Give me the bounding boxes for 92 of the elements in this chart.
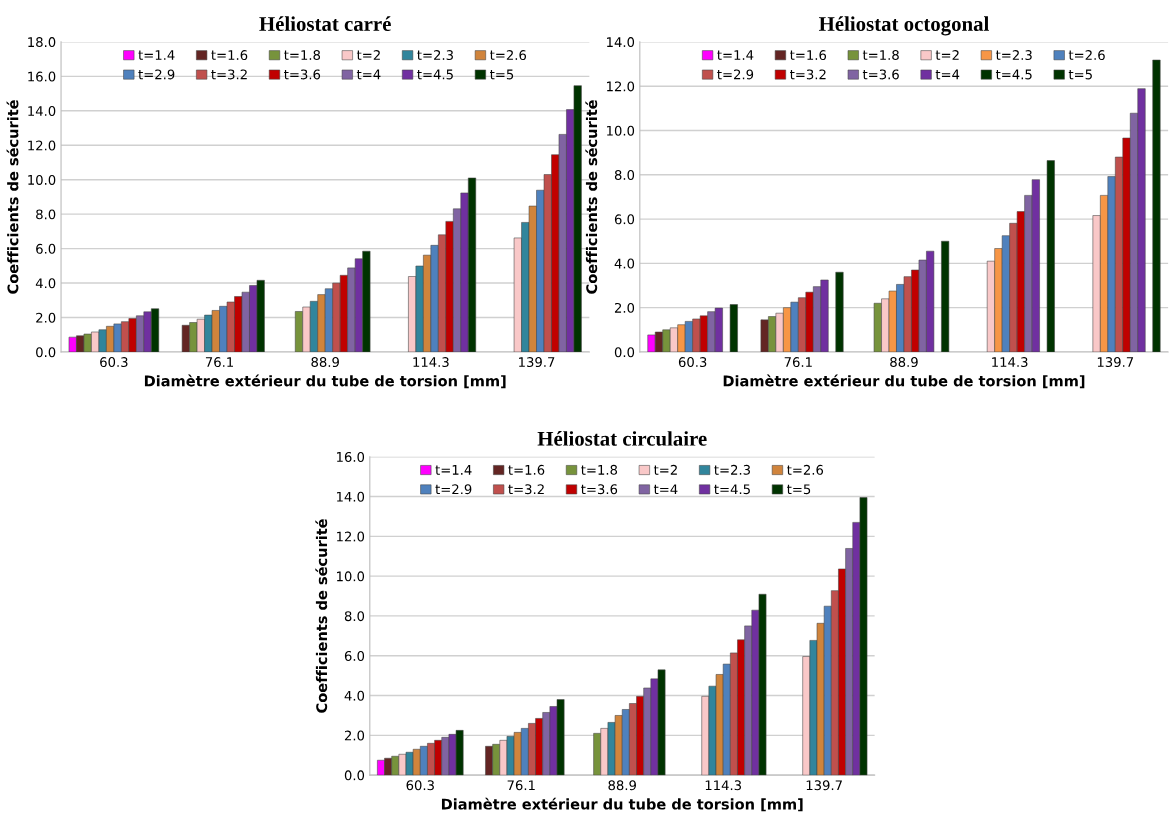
legend-label: t=1.8 bbox=[862, 50, 899, 61]
legend-label: t=4.5 bbox=[417, 69, 453, 80]
chart-title: Héliostat octogonal bbox=[818, 16, 989, 36]
legend-label: t=2.3 bbox=[714, 464, 750, 475]
y-tick-label: 10.0 bbox=[607, 125, 635, 136]
legend-label: t=3.2 bbox=[211, 69, 247, 80]
bar bbox=[729, 304, 738, 352]
x-tick-label: 88.9 bbox=[608, 780, 636, 791]
legend-label: t=2.3 bbox=[995, 50, 1032, 61]
y-tick-label: 18.0 bbox=[28, 37, 56, 48]
legend-label: t=2.6 bbox=[490, 50, 527, 61]
bar bbox=[941, 240, 950, 352]
y-tick-label: 8.0 bbox=[36, 209, 56, 220]
bar bbox=[835, 271, 844, 352]
x-axis-title: Diamètre extérieur du tube de torsion [mm] bbox=[441, 797, 803, 812]
legend-label: t=4 bbox=[356, 69, 381, 80]
legend-label: t=1.8 bbox=[581, 464, 618, 475]
y-tick-label: 10.0 bbox=[337, 571, 365, 582]
y-tick-label: 16.0 bbox=[337, 451, 365, 462]
bar bbox=[1046, 160, 1055, 352]
legend-label: t=1.4 bbox=[138, 50, 175, 60]
legend-label: t=5 bbox=[1068, 69, 1092, 80]
legend-label: t=3.6 bbox=[581, 484, 618, 495]
legend-label: t=2.3 bbox=[417, 50, 453, 61]
y-tick-label: 14.0 bbox=[28, 106, 56, 116]
x-tick-label: 88.9 bbox=[311, 357, 339, 368]
y-axis-title: Coefficients de sécurité bbox=[585, 100, 598, 294]
legend-label: t=4 bbox=[935, 69, 960, 80]
x-tick-label: 114.3 bbox=[992, 357, 1028, 368]
x-tick-label: 60.3 bbox=[678, 357, 707, 368]
legend-label: t=2 bbox=[653, 464, 677, 475]
legend-label: t=1.8 bbox=[284, 50, 321, 61]
y-tick-label: 16.0 bbox=[28, 71, 56, 82]
legend-label: t=5 bbox=[490, 69, 514, 80]
y-tick-label: 12.0 bbox=[28, 140, 56, 151]
legend-label: t=3.6 bbox=[862, 69, 899, 80]
x-tick-label: 139.7 bbox=[1097, 357, 1134, 368]
legend-label: t=2.9 bbox=[138, 69, 175, 80]
legend-label: t=2 bbox=[356, 50, 380, 60]
y-tick-label: 0.0 bbox=[36, 347, 56, 358]
legend-label: t=1.4 bbox=[717, 50, 754, 60]
y-axis-title: Coefficients de sécurité bbox=[6, 100, 19, 294]
legend-label: t=4.5 bbox=[714, 484, 750, 495]
chart-title: Héliostat carré bbox=[259, 16, 391, 31]
legend-label: t=2.9 bbox=[717, 69, 754, 80]
x-tick-label: 88.9 bbox=[890, 357, 918, 368]
legend-label: t=4 bbox=[653, 484, 678, 495]
x-axis-title: Diamètre extérieur du tube de torsion [mm] bbox=[144, 374, 506, 389]
x-tick-label: 114.3 bbox=[413, 357, 449, 368]
y-tick-label: 0.0 bbox=[614, 347, 635, 358]
y-tick-label: 8.0 bbox=[344, 611, 365, 622]
legend-label: t=4.5 bbox=[995, 69, 1032, 80]
x-tick-label: 76.1 bbox=[784, 357, 812, 368]
legend-label: t=2.6 bbox=[1068, 50, 1105, 61]
x-tick-label: 60.3 bbox=[100, 357, 128, 368]
x-tick-label: 114.3 bbox=[705, 780, 742, 791]
x-tick-label: 60.3 bbox=[406, 780, 434, 791]
legend-label: t=5 bbox=[787, 484, 811, 495]
y-tick-label: 6.0 bbox=[614, 214, 635, 225]
y-tick-label: 8.0 bbox=[614, 170, 635, 180]
legend-label: t=2 bbox=[935, 50, 959, 60]
legend-label: t=3.2 bbox=[508, 484, 544, 495]
x-tick-label: 139.7 bbox=[519, 357, 555, 368]
legend-label: t=1.6 bbox=[508, 464, 545, 475]
y-tick-label: 4.0 bbox=[344, 690, 365, 701]
chart-title: Héliostat circulaire bbox=[537, 431, 707, 446]
x-tick-label: 139.7 bbox=[806, 780, 842, 791]
y-tick-label: 10.0 bbox=[28, 174, 56, 185]
legend-label: t=2.9 bbox=[435, 484, 472, 495]
legend-label: t=3.2 bbox=[790, 69, 826, 80]
y-tick-label: 6.0 bbox=[36, 243, 56, 254]
x-tick-label: 76.1 bbox=[507, 780, 535, 791]
legend-label: t=1.4 bbox=[435, 465, 472, 475]
y-tick-label: 4.0 bbox=[614, 258, 635, 269]
y-tick-label: 6.0 bbox=[344, 650, 365, 661]
y-tick-label: 12.0 bbox=[607, 81, 635, 92]
y-tick-label: 14.0 bbox=[607, 37, 635, 48]
x-axis-title: Diamètre extérieur du tube de torsion [mm] bbox=[723, 374, 1085, 389]
y-tick-label: 14.0 bbox=[337, 491, 365, 502]
bar bbox=[1152, 59, 1161, 352]
legend-label: t=1.6 bbox=[790, 50, 827, 61]
legend-label: t=3.6 bbox=[284, 69, 321, 80]
y-tick-label: 4.0 bbox=[35, 278, 56, 289]
legend-label: t=2.6 bbox=[787, 464, 824, 475]
y-axis-title: Coefficients de sécurité bbox=[315, 519, 328, 713]
legend-label: t=1.6 bbox=[211, 50, 248, 61]
y-tick-label: 2.0 bbox=[614, 302, 635, 313]
y-tick-label: 0.0 bbox=[344, 770, 365, 781]
y-tick-label: 12.0 bbox=[337, 531, 365, 542]
y-tick-label: 2.0 bbox=[344, 730, 365, 741]
x-tick-label: 76.1 bbox=[205, 357, 234, 368]
y-tick-label: 2.0 bbox=[36, 312, 56, 323]
